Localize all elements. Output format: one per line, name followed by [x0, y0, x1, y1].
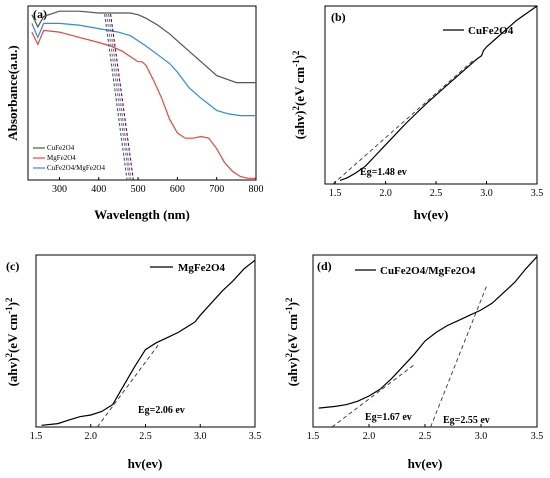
- panel-letter: (b): [331, 10, 346, 24]
- x-axis-ticks: 1.5 2.0 2.5 3.0 3.5: [30, 424, 262, 442]
- x-tick-label: 2.5: [430, 188, 443, 199]
- panel-d: (d) 1.5 2.0 2.5 3.0 3.5 hv(ev) (ahv)2(eV cm-…: [284, 254, 544, 471]
- wavelength-marker-line: [106, 13, 130, 181]
- x-tick-label: 300: [52, 184, 67, 195]
- x-tick-label: 1.5: [307, 431, 320, 442]
- tangent-line: [96, 344, 160, 428]
- legend-label: CuFe2O4: [468, 25, 514, 37]
- x-tick-label: 2.5: [139, 431, 152, 442]
- tangent-line-2: [430, 285, 488, 428]
- bandgap-annotation: Eg=1.48 ev: [360, 167, 407, 178]
- x-axis-ticks: 1.5 2.0 2.5 3.0 3.5: [329, 181, 543, 199]
- tangent-line: [332, 59, 475, 185]
- legend-label: CuFe2O4/MgFe2O4: [380, 265, 476, 277]
- y-axis-title: Absorbance(a.u.): [5, 45, 20, 140]
- tangent-line-1: [331, 364, 415, 428]
- x-tick-label: 3.5: [249, 431, 262, 442]
- panel-letter: (a): [33, 7, 47, 21]
- panel-c: (c) 1.5 2.0 2.5 3.0 3.5 hv(ev) (ahv)2(eV cm-…: [4, 254, 262, 471]
- x-tick-label: 3.0: [480, 188, 493, 199]
- plot-frame: [324, 5, 538, 185]
- x-tick-label: 2.0: [379, 188, 392, 199]
- panel-letter: (d): [317, 259, 332, 273]
- legend: CuFe2O4 MgFe2O4 CuFe2O4/MgFe2O4: [33, 144, 105, 172]
- series-line-cufe2o4: [31, 10, 256, 84]
- y-axis-title: (ahv)2(eV cm-1)2: [291, 50, 307, 139]
- x-tick-label: 700: [209, 184, 224, 195]
- x-tick-label: 1.5: [30, 431, 43, 442]
- series-line-cufe2o4-mgfe2o4: [31, 22, 256, 117]
- x-tick-label: 1.5: [329, 188, 342, 199]
- y-axis-title: (ahv)2(eV cm-1)2: [284, 297, 300, 386]
- bandgap-annotation-1: Eg=1.67 ev: [365, 412, 412, 423]
- x-axis-title: hv(ev): [414, 207, 449, 222]
- panel-b: (b) 1.5 2.0 2.5 3.0 3.5 hv(ev) (ahv)2(eV cm-…: [291, 5, 543, 222]
- x-axis-ticks: 300 400 500 600 700 800: [52, 177, 264, 195]
- wavelength-marker-line: [104, 13, 128, 181]
- wavelength-marker-line: [110, 13, 134, 181]
- series-layer: [41, 259, 256, 426]
- x-tick-label: 400: [91, 184, 106, 195]
- panel-a: (a) 300 400 500 600 700 800 Wavelength (nm) A…: [5, 5, 264, 222]
- x-tick-label: 600: [170, 184, 185, 195]
- legend-label-cufe2o4: CuFe2O4: [47, 144, 75, 152]
- series-layer: [31, 10, 256, 179]
- series-line-mgfe2o4: [41, 259, 256, 426]
- x-tick-label: 500: [131, 184, 146, 195]
- bandgap-annotation-2: Eg=2.55 ev: [443, 415, 490, 426]
- x-tick-label: 2.5: [419, 431, 432, 442]
- plot-frame: [27, 5, 257, 181]
- x-axis-title: hv(ev): [128, 456, 163, 471]
- x-axis-title: hv(ev): [408, 456, 443, 471]
- wavelength-marker-line: [108, 13, 132, 181]
- bandgap-annotation: Eg=2.06 ev: [138, 405, 185, 416]
- series-layer: [318, 256, 538, 409]
- series-line-cufe2o4-mgfe2o4: [318, 256, 538, 409]
- marker-lines: [104, 13, 134, 181]
- legend-label: MgFe2O4: [178, 262, 226, 274]
- series-layer: [339, 5, 538, 181]
- x-tick-label: 2.0: [363, 431, 376, 442]
- x-tick-label: 3.0: [475, 431, 488, 442]
- x-tick-label: 2.0: [85, 431, 98, 442]
- legend: CuFe2O4/MgFe2O4: [355, 265, 476, 277]
- x-axis-title: Wavelength (nm): [94, 207, 190, 222]
- x-axis-ticks: 1.5 2.0 2.5 3.0 3.5: [307, 424, 544, 442]
- x-tick-label: 800: [249, 184, 264, 195]
- x-tick-label: 3.5: [531, 431, 544, 442]
- x-tick-label: 3.0: [194, 431, 207, 442]
- panel-letter: (c): [6, 259, 19, 273]
- y-axis-title: (ahv)2(eV cm-1)2: [4, 297, 20, 386]
- tangent-line: [96, 344, 160, 428]
- plot-frame: [35, 254, 256, 428]
- legend: MgFe2O4: [150, 262, 226, 274]
- series-line-mgfe2o4: [31, 29, 256, 179]
- legend: CuFe2O4: [443, 25, 514, 37]
- tangent-line: [332, 59, 475, 185]
- tangent-lines: [331, 285, 488, 428]
- legend-label-composite: CuFe2O4/MgFe2O4: [47, 164, 105, 172]
- legend-label-mgfe2o4: MgFe2O4: [47, 154, 76, 162]
- x-tick-label: 3.5: [531, 188, 544, 199]
- series-line-cufe2o4: [339, 5, 538, 181]
